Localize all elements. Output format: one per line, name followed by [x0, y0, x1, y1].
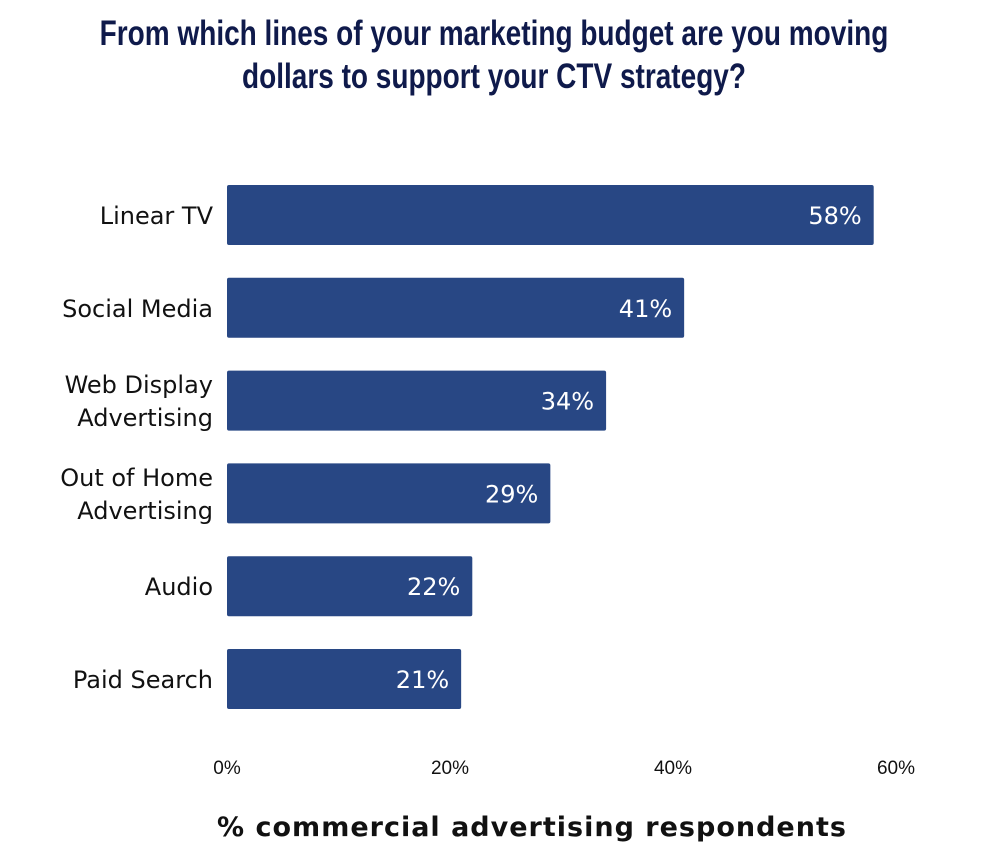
bar: [227, 649, 462, 709]
x-tick-label: 60%: [877, 758, 915, 779]
x-tick-label: 0%: [213, 758, 241, 779]
bar: [227, 463, 551, 524]
category-label: Advertising: [77, 497, 213, 525]
bar-group: 22% Audio: [145, 556, 473, 617]
x-axis-ticks: 0% 20% 40% 60%: [213, 758, 915, 779]
bar-group: 34% Web Display Advertising: [65, 370, 607, 432]
bar: [227, 277, 685, 338]
category-label: Paid Search: [73, 666, 213, 694]
bar-value-label: 34%: [541, 388, 594, 416]
chart-title: From which lines of your marketing budge…: [100, 13, 889, 96]
bar-group: 58% Linear TV: [100, 185, 874, 245]
x-axis-label: % commercial advertising respondents: [217, 812, 847, 843]
chart-title-line-2: dollars to support your CTV strategy?: [242, 56, 746, 96]
category-label: Advertising: [77, 404, 213, 432]
bar-group: 21% Paid Search: [73, 649, 462, 709]
bar-value-label: 29%: [485, 480, 538, 508]
bar-value-label: 22%: [407, 573, 460, 601]
bar-value-label: 41%: [619, 295, 672, 323]
bar: [227, 185, 874, 245]
category-label: Linear TV: [100, 202, 214, 230]
x-tick-label: 40%: [654, 758, 692, 779]
bar-value-label: 21%: [396, 666, 449, 694]
category-label: Audio: [145, 573, 213, 601]
bars: 58% Linear TV 41% Social Media 34% Web Displa…: [60, 185, 874, 709]
x-tick-label: 20%: [431, 758, 469, 779]
category-label: Social Media: [62, 295, 213, 323]
bar-group: 29% Out of Home Advertising: [60, 463, 551, 525]
bar: [227, 370, 607, 431]
chart-title-line-1: From which lines of your marketing budge…: [100, 13, 889, 53]
category-label: Out of Home: [60, 464, 213, 492]
bar: [227, 556, 473, 617]
bar-group: 41% Social Media: [62, 277, 685, 338]
category-label: Web Display: [65, 371, 213, 399]
bar-value-label: 58%: [808, 202, 861, 230]
